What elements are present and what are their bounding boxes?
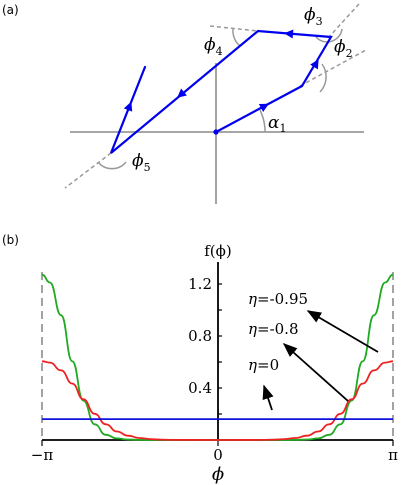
label-phi5: ϕ5 bbox=[132, 151, 151, 174]
panel-b: (b) −π 0 π 1.2 0.8 0.4 f(ϕ) ϕ η=-0.95 η=… bbox=[2, 233, 398, 485]
arrow-seg4 bbox=[177, 88, 187, 98]
dashed-line-phi2 bbox=[299, 49, 367, 87]
label-phi4: ϕ4 bbox=[204, 35, 223, 58]
panel-a: (a) α1 ϕ2 ϕ3 ϕ4 ϕ5 bbox=[2, 3, 367, 204]
x-tick-minus-pi: −π bbox=[31, 446, 54, 464]
legend-eta-095: η=-0.95 bbox=[248, 290, 308, 308]
dashed-line-phi5 bbox=[64, 152, 112, 189]
curves bbox=[41, 273, 394, 441]
walk-path bbox=[109, 29, 333, 154]
x-tick-pi: π bbox=[388, 446, 398, 464]
arrow-seg5 bbox=[123, 101, 133, 112]
panel-a-label: (a) bbox=[2, 3, 19, 17]
legend-eta-0: η=0 bbox=[248, 356, 279, 374]
arrow-eta-08 bbox=[282, 343, 349, 402]
y-tick-1-2: 1.2 bbox=[188, 275, 212, 293]
x-axis-label: ϕ bbox=[212, 464, 224, 485]
arrow-eta-0 bbox=[262, 384, 274, 411]
x-tick-zero: 0 bbox=[213, 446, 223, 464]
y-tick-0-4: 0.4 bbox=[188, 379, 212, 397]
arrow-seg3 bbox=[284, 29, 294, 39]
panel-b-label: (b) bbox=[2, 233, 19, 247]
series-line-1 bbox=[41, 360, 394, 441]
arc-phi4 bbox=[232, 28, 241, 47]
dashed-line-phi4 bbox=[209, 25, 259, 32]
y-axis-label: f(ϕ) bbox=[204, 242, 231, 260]
arc-phi5 bbox=[97, 161, 127, 170]
label-phi2: ϕ2 bbox=[334, 37, 353, 60]
label-alpha1: α1 bbox=[268, 113, 286, 135]
dashed-line-phi3 bbox=[327, 3, 360, 39]
arrow-seg2 bbox=[310, 59, 319, 70]
origin-point bbox=[213, 129, 219, 135]
arc-phi2 bbox=[319, 63, 327, 93]
arc-alpha1 bbox=[259, 109, 266, 133]
legend-eta-08: η=-0.8 bbox=[248, 320, 299, 338]
label-phi3: ϕ3 bbox=[304, 5, 323, 28]
y-tick-0-8: 0.8 bbox=[188, 327, 212, 345]
arrow-seg1 bbox=[258, 103, 269, 112]
arc-phi3 bbox=[315, 28, 343, 43]
arrow-eta-095 bbox=[306, 310, 379, 353]
